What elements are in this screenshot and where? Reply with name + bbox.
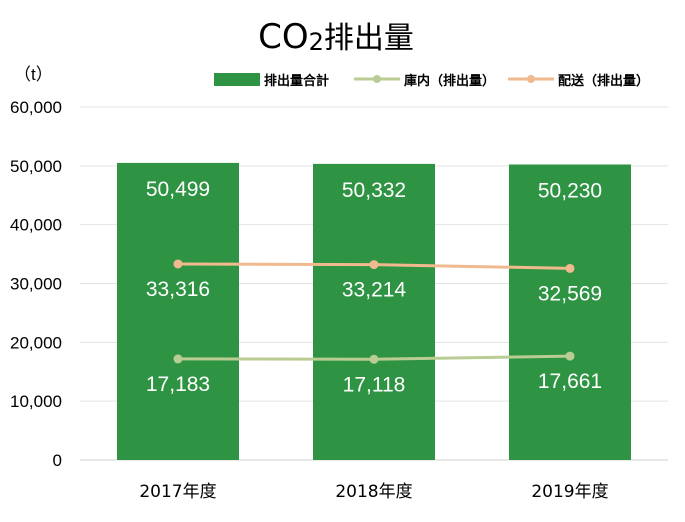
legend-marker-warehouse bbox=[373, 75, 381, 83]
y-tick-label: 50,000 bbox=[10, 157, 62, 176]
x-category-label: 2018年度 bbox=[335, 482, 412, 502]
bar-total bbox=[313, 163, 435, 460]
data-label-delivery: 32,569 bbox=[538, 282, 602, 305]
data-label-bar-total: 50,332 bbox=[342, 179, 406, 202]
data-label-warehouse: 17,118 bbox=[343, 373, 406, 396]
data-label-warehouse: 17,183 bbox=[146, 373, 210, 396]
y-tick-label: 60,000 bbox=[10, 98, 62, 117]
series-marker bbox=[565, 351, 575, 361]
chart-title-subscript: 2 bbox=[309, 28, 324, 56]
chart-title-main: CO bbox=[258, 17, 309, 57]
bar-total bbox=[509, 164, 631, 460]
y-tick-label: 30,000 bbox=[10, 275, 62, 294]
data-labels: 50,499 50,332 50,230 17,183 17,118 17,661 33,3… bbox=[146, 178, 602, 396]
data-label-delivery: 33,316 bbox=[146, 278, 210, 301]
bar-total bbox=[117, 162, 239, 460]
legend-label-warehouse: 庫内（排出量） bbox=[404, 73, 495, 89]
chart-title-rest: 排出量 bbox=[324, 21, 414, 56]
x-category-label: 2017年度 bbox=[139, 482, 216, 502]
x-category-label: 2019年度 bbox=[531, 482, 608, 502]
bars bbox=[117, 162, 631, 460]
data-label-warehouse: 17,661 bbox=[538, 370, 602, 393]
y-tick-label: 10,000 bbox=[10, 392, 62, 411]
series-marker bbox=[369, 354, 379, 364]
series-lines bbox=[173, 259, 575, 364]
series-marker bbox=[369, 260, 379, 270]
legend: 排出量合計 庫内（排出量） 配送（排出量） bbox=[214, 73, 649, 89]
legend-swatch-bar-total bbox=[214, 73, 260, 86]
y-tick-label: 0 bbox=[53, 451, 62, 470]
data-label-delivery: 33,214 bbox=[342, 279, 407, 302]
series-marker bbox=[565, 263, 575, 273]
y-axis-unit-label: （t） bbox=[14, 65, 53, 84]
y-tick-label: 20,000 bbox=[10, 333, 62, 352]
data-label-bar-total: 50,499 bbox=[146, 178, 210, 201]
series-marker bbox=[173, 259, 183, 269]
series-marker bbox=[173, 354, 183, 364]
chart-title: CO2排出量 bbox=[258, 17, 414, 57]
data-label-bar-total: 50,230 bbox=[538, 179, 602, 202]
y-tick-label: 40,000 bbox=[10, 216, 62, 235]
y-axis-ticks: 0 10,000 20,000 30,000 40,000 50,000 60,000 bbox=[10, 98, 62, 470]
legend-label-bar-total: 排出量合計 bbox=[264, 73, 329, 89]
legend-label-delivery: 配送（排出量） bbox=[558, 73, 649, 89]
legend-marker-delivery bbox=[527, 75, 535, 83]
x-axis-categories: 2017年度 2018年度 2019年度 bbox=[139, 482, 608, 502]
